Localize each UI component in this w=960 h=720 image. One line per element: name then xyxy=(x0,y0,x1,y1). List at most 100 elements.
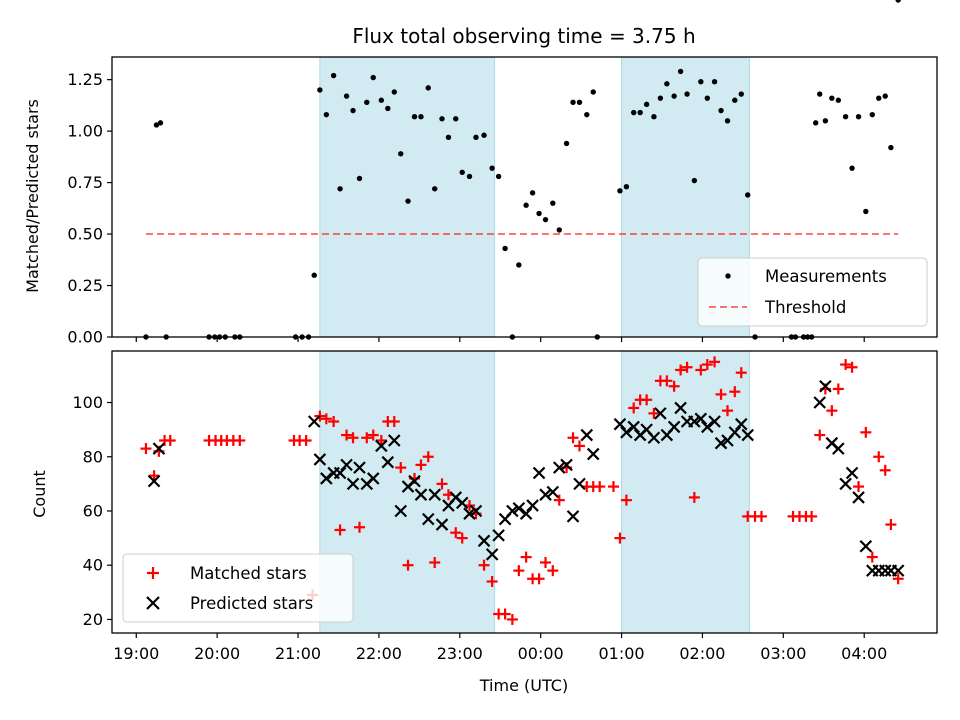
predicted-star-point xyxy=(366,472,380,485)
predicted-star-point xyxy=(375,439,388,453)
predicted-star-point xyxy=(813,396,826,409)
matched-star-point xyxy=(814,429,826,441)
matched-star-point xyxy=(395,462,407,474)
measurement-point xyxy=(473,134,479,140)
matched-star-point xyxy=(668,380,680,392)
top-axes-frame xyxy=(111,56,938,338)
measurement-point xyxy=(418,114,424,120)
measurement-point xyxy=(888,144,894,151)
bottom-y-axis-label: Count xyxy=(30,470,49,518)
measurement-point xyxy=(657,95,664,101)
predicted-star-point xyxy=(734,417,748,431)
matched-star-point xyxy=(140,443,152,455)
matched-star-point xyxy=(574,440,585,452)
predicted-star-point xyxy=(469,504,483,518)
matched-star-point xyxy=(415,459,427,471)
measurement-point xyxy=(385,105,391,112)
measurement-point xyxy=(882,93,888,99)
predicted-star-point xyxy=(819,379,832,393)
predicted-star-point xyxy=(627,420,640,434)
matched-star-point xyxy=(422,451,434,463)
measurement-point xyxy=(584,111,590,118)
measurement-point xyxy=(489,165,495,171)
predicted-star-point xyxy=(839,477,852,491)
measurement-point xyxy=(698,79,704,85)
measurement-point xyxy=(704,95,710,101)
top-panel: 0.00 0.25 0.50 0.75 1.00 1.25 Matched/Predict… xyxy=(23,0,938,347)
predicted-star-point xyxy=(512,501,526,515)
predicted-star-point xyxy=(394,504,408,518)
legend-threshold-label: Threshold xyxy=(764,298,846,317)
predicted-star-point xyxy=(620,426,633,439)
measurement-point xyxy=(711,79,718,85)
x-tick-label-3: 22:00 xyxy=(356,644,402,663)
top-y-tick-label-4: 1.00 xyxy=(67,122,103,141)
predicted-star-point xyxy=(506,504,519,518)
predicted-star-point xyxy=(455,496,469,510)
matched-star-point xyxy=(594,481,606,493)
measurement-point xyxy=(842,114,849,120)
measurement-point xyxy=(590,89,596,95)
measurement-point xyxy=(664,81,670,87)
top-y-tick-label-2: 0.50 xyxy=(67,225,103,244)
matched-star-point xyxy=(729,386,741,398)
matched-star-point xyxy=(540,557,552,568)
x-tick-label-7: 02:00 xyxy=(679,644,725,663)
measurement-point xyxy=(391,89,397,95)
measurement-point xyxy=(855,114,862,120)
matched-star-point xyxy=(628,402,640,414)
matched-star-point xyxy=(436,478,448,490)
matched-star-point xyxy=(735,367,747,379)
measurement-point xyxy=(378,97,385,103)
predicted-star-point xyxy=(428,488,441,501)
predicted-star-point xyxy=(741,428,755,442)
predicted-star-point xyxy=(477,534,491,548)
measurement-point xyxy=(671,93,677,99)
measurement-point xyxy=(466,173,473,180)
matched-star-point xyxy=(499,608,511,620)
matched-star-point xyxy=(722,405,734,417)
measurement-point xyxy=(157,120,164,126)
measurement-point xyxy=(812,120,819,126)
measurement-point xyxy=(453,116,459,122)
measurement-point xyxy=(350,107,356,114)
measurement-point xyxy=(570,99,576,105)
bottom-shade-1 xyxy=(621,350,750,634)
predicted-star-point xyxy=(414,488,428,501)
top-legend: Measurements Threshold xyxy=(697,257,928,327)
matched-star-point xyxy=(873,451,885,463)
predicted-star-point xyxy=(421,512,435,526)
legend-matched-marker xyxy=(147,567,159,579)
measurement-point xyxy=(481,132,487,138)
matched-star-point xyxy=(892,573,904,585)
measurement-point xyxy=(724,118,731,124)
x-tick-label-4: 23:00 xyxy=(437,644,483,663)
predicted-star-point xyxy=(667,420,681,434)
predicted-star-point xyxy=(463,507,476,520)
matched-star-point xyxy=(866,551,878,563)
measurement-point xyxy=(343,93,350,99)
bottom-legend-box xyxy=(122,553,354,623)
top-y-tick-label-0: 0.00 xyxy=(67,328,103,347)
predicted-star-point xyxy=(147,474,161,488)
measurement-point xyxy=(311,272,317,278)
predicted-star-point xyxy=(654,407,667,420)
top-y-tick-label-3: 0.75 xyxy=(67,173,103,192)
matched-star-point xyxy=(354,521,365,533)
measurement-point xyxy=(745,192,751,198)
measurement-point xyxy=(153,122,160,128)
predicted-star-point xyxy=(388,434,401,447)
predicted-star-point xyxy=(560,458,573,472)
measurement-point xyxy=(495,173,502,180)
matched-star-point xyxy=(853,481,865,493)
measurement-point xyxy=(523,202,529,208)
matched-star-point xyxy=(846,361,858,373)
measurement-point xyxy=(459,169,465,175)
predicted-star-point xyxy=(832,442,845,455)
bottom-y-tick-label-3: 80 xyxy=(83,447,103,466)
measurement-point xyxy=(817,91,823,97)
predicted-star-point xyxy=(408,474,421,488)
matched-star-point xyxy=(675,364,687,376)
matched-star-point xyxy=(506,613,518,625)
predicted-star-point xyxy=(381,455,395,469)
